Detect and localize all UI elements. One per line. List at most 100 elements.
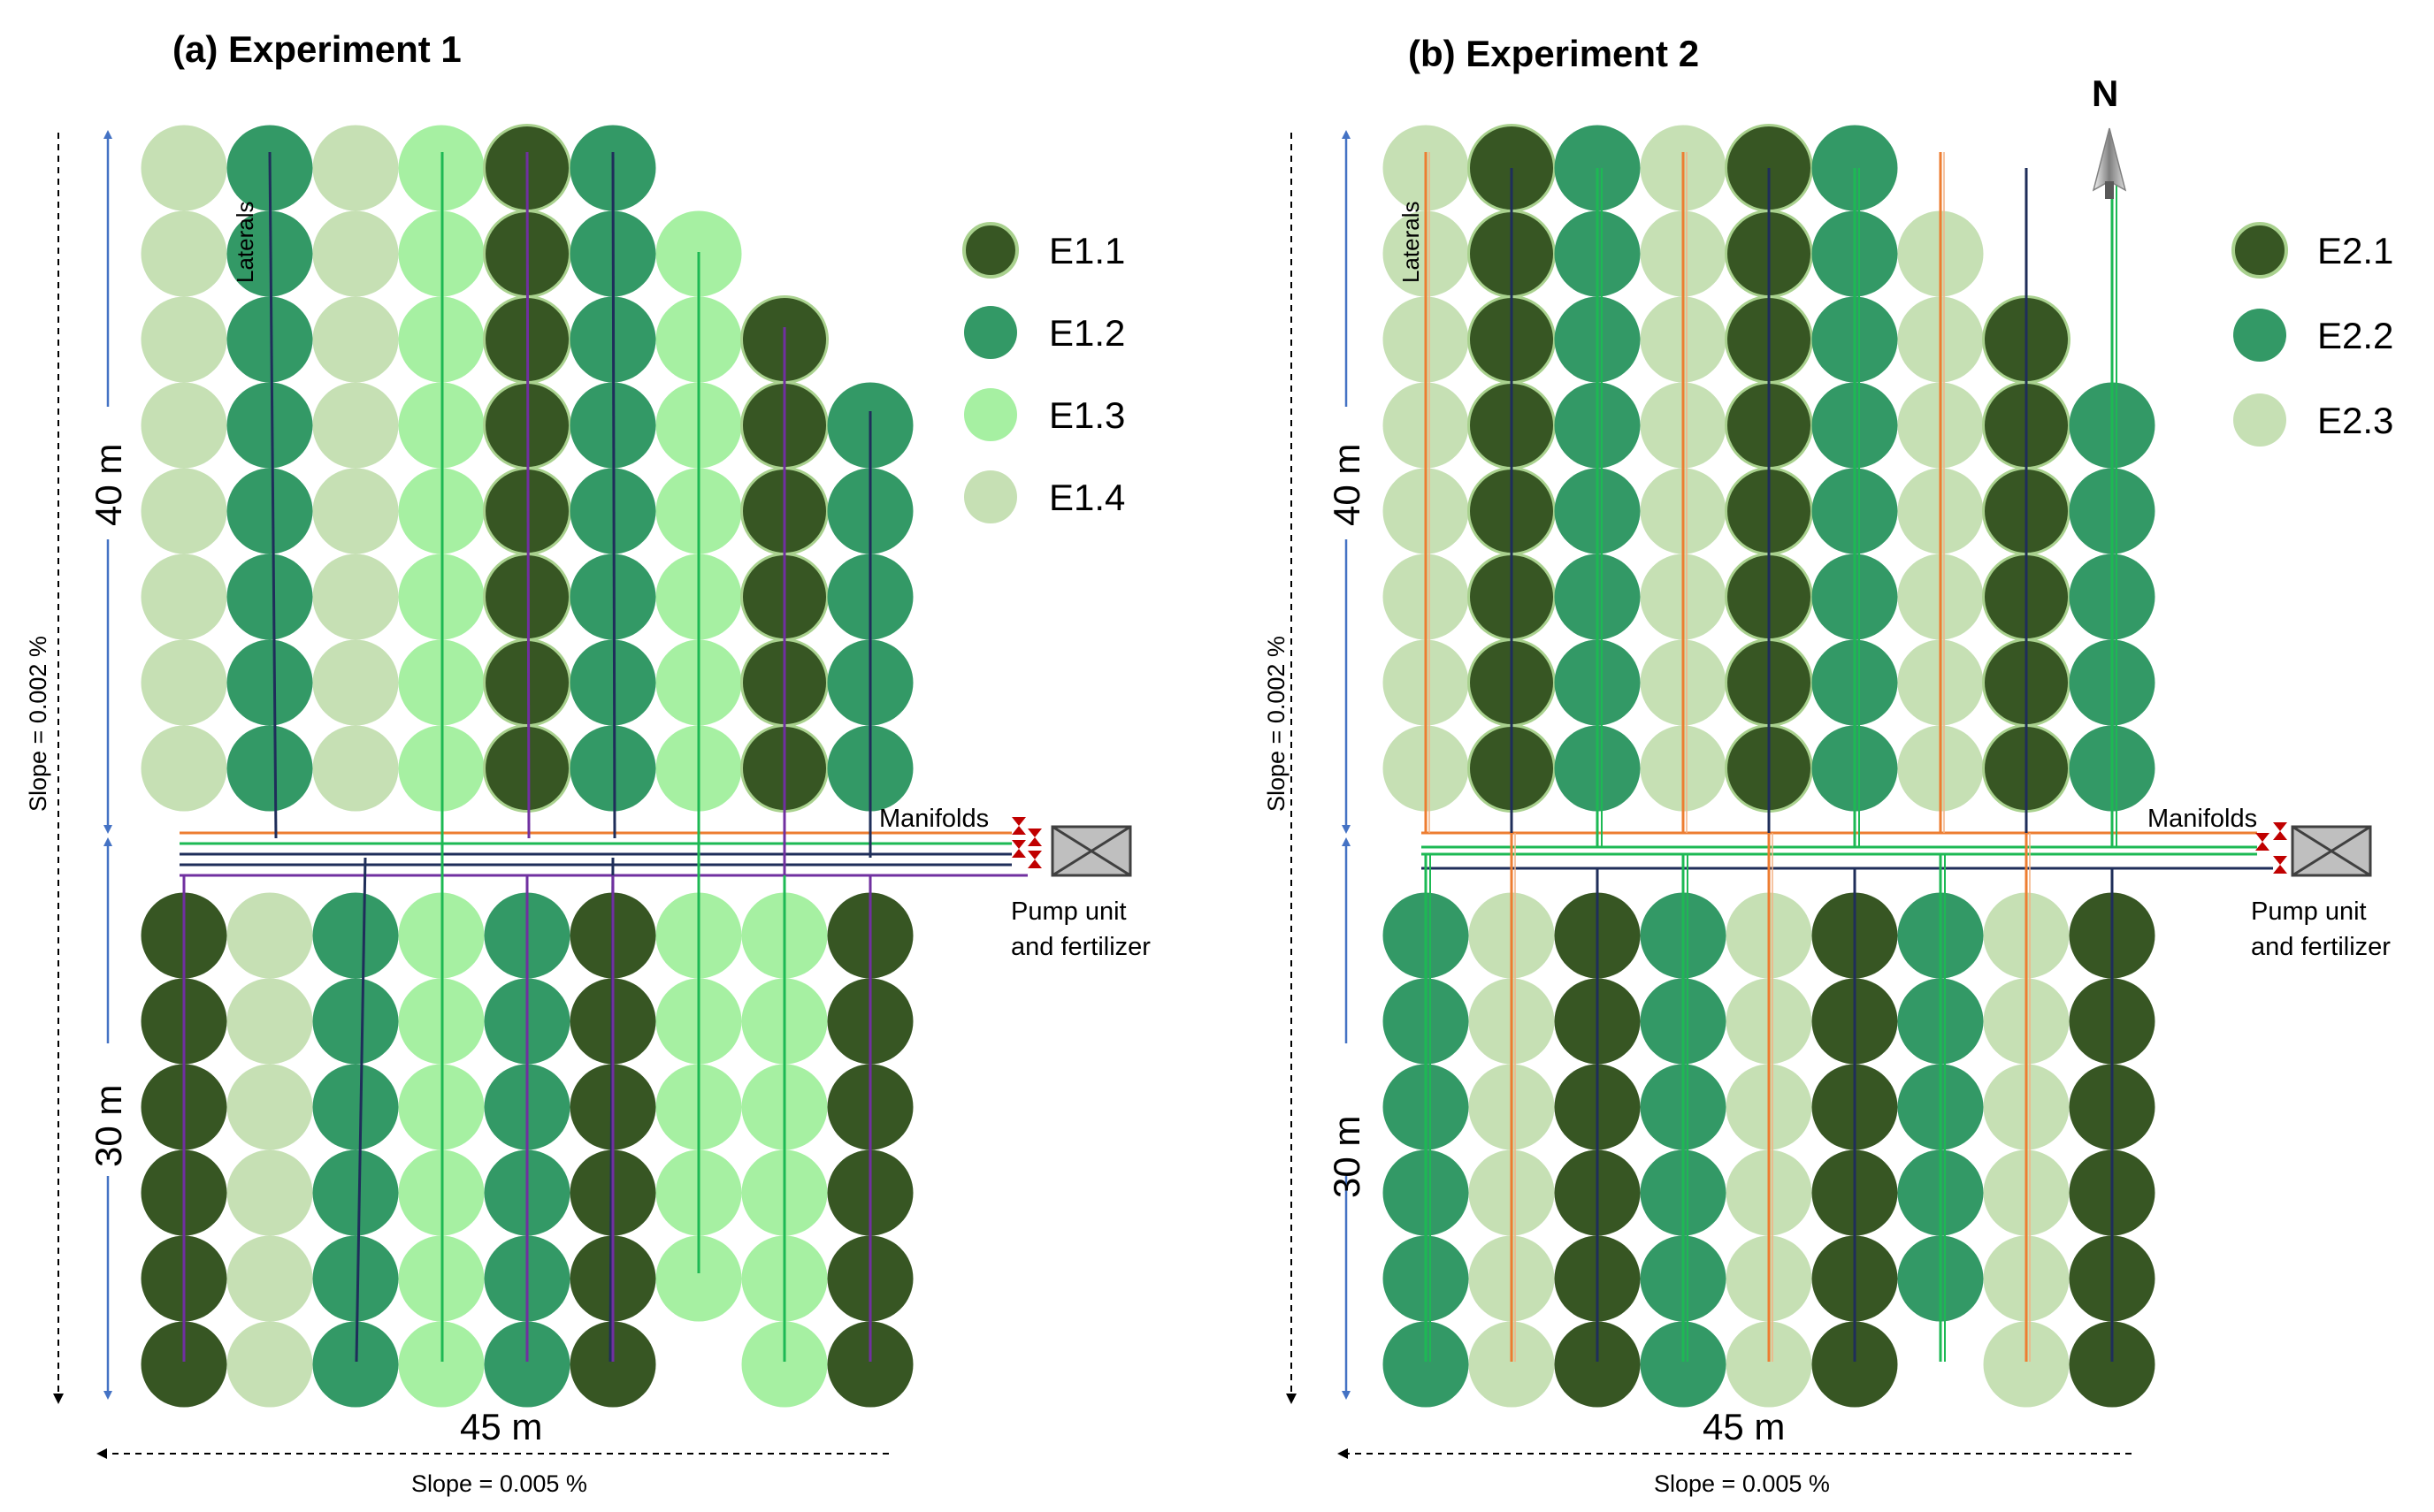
plant-circle — [141, 296, 227, 383]
pipe-line — [525, 151, 531, 839]
manifolds-label: Manifolds — [2147, 805, 2257, 833]
pump-unit-icon — [1051, 825, 1132, 877]
plant-circle — [827, 1321, 914, 1408]
pipe-line — [611, 151, 616, 839]
pump-label-line2: and fertilizer — [1011, 933, 1151, 961]
irrigation-pipes — [1421, 152, 2273, 1362]
plant-circle — [312, 554, 399, 640]
plant-circle — [141, 125, 227, 211]
plant-circle — [226, 892, 313, 979]
slope-label-vertical: Slope = 0.002 % — [25, 636, 51, 812]
pipe-line — [355, 857, 367, 1363]
plant-circle — [1554, 1321, 1641, 1408]
manifolds-label: Manifolds — [879, 805, 989, 833]
legend-label-e1-4: E1.4 — [1049, 477, 1125, 518]
plant-circle — [226, 1064, 313, 1150]
legend-label-e1-2: E1.2 — [1049, 312, 1125, 354]
plant-circle — [312, 639, 399, 726]
valves — [2255, 822, 2287, 874]
plant-circle — [741, 1321, 828, 1408]
dimension-label-north: 40 m — [1326, 444, 1367, 526]
valves — [1012, 817, 1042, 868]
legend-label-e2-1: E2.1 — [2317, 230, 2393, 271]
plant-circle — [226, 1235, 313, 1322]
slope-label-vertical: Slope = 0.002 % — [1263, 636, 1290, 812]
legend: E1.1 E1.2 E1.3 E1.4 — [962, 222, 1125, 523]
plant-circle — [141, 1321, 227, 1408]
plant-circle — [226, 554, 313, 640]
plant-grid — [141, 124, 914, 1408]
plant-circle — [226, 978, 313, 1065]
dimension-label-north: 40 m — [88, 444, 129, 526]
legend-swatch-e1-3 — [964, 388, 1017, 441]
slope-label-horizontal: Slope = 0.005 % — [1654, 1470, 1830, 1497]
legend-swatch-e1-2 — [964, 306, 1017, 359]
pipe-line — [268, 151, 278, 839]
dimension-label-width: 45 m — [460, 1406, 542, 1447]
plant-circle — [141, 210, 227, 297]
plant-circle — [312, 1235, 399, 1322]
plant-circle — [1983, 1321, 2070, 1408]
plant-circle — [312, 468, 399, 554]
plant-circle — [226, 725, 313, 812]
plant-circle — [1382, 1321, 1469, 1408]
legend-swatch-e1-1 — [962, 222, 1019, 279]
pump-label-line1: Pump unit — [1011, 897, 1127, 926]
plant-circle — [312, 1149, 399, 1236]
plant-circle — [1468, 1321, 1555, 1408]
legend-label-e2-2: E2.2 — [2317, 315, 2393, 356]
plant-circle — [483, 724, 571, 813]
plant-circle — [655, 1235, 742, 1322]
dimension-label-width: 45 m — [1703, 1406, 1785, 1447]
plant-circle — [1640, 1321, 1726, 1408]
legend-swatch-e2-2 — [2233, 309, 2286, 362]
plant-circle — [141, 639, 227, 726]
dimension-label-south: 30 m — [1326, 1116, 1367, 1198]
plant-circle — [570, 1321, 656, 1408]
legend-label-e2-3: E2.3 — [2317, 400, 2393, 441]
laterals-label: Laterals — [1397, 202, 1424, 284]
experiment-2-panel: (b) Experiment 2 Laterals N E2.1 E2.2 E2… — [1263, 33, 2393, 1497]
plant-circle — [312, 1321, 399, 1408]
plant-circle — [2069, 1321, 2155, 1408]
plant-circle — [312, 382, 399, 469]
slope-label-horizontal: Slope = 0.005 % — [411, 1470, 587, 1497]
plant-circle — [226, 1149, 313, 1236]
legend-swatch-e1-4 — [964, 470, 1017, 523]
north-label: N — [2092, 73, 2118, 114]
plant-circle — [570, 725, 656, 812]
legend-label-e1-3: E1.3 — [1049, 394, 1125, 436]
plant-circle — [226, 1321, 313, 1408]
pump-unit-icon — [2291, 825, 2372, 877]
plant-circle — [141, 468, 227, 554]
plant-circle — [1811, 1321, 1898, 1408]
pump-label-line1: Pump unit — [2251, 897, 2367, 926]
plant-circle — [312, 1064, 399, 1150]
legend-swatch-e2-3 — [2233, 393, 2286, 447]
plant-circle — [312, 978, 399, 1065]
plant-circle — [226, 296, 313, 383]
plant-circle — [312, 125, 399, 211]
north-arrow-icon — [2092, 127, 2127, 199]
plant-circle — [312, 892, 399, 979]
legend-swatch-e2-1 — [2231, 222, 2288, 279]
plant-circle — [398, 1321, 485, 1408]
plant-circle — [226, 468, 313, 554]
plant-circle — [1726, 1321, 1812, 1408]
irrigation-pipes — [180, 151, 1028, 1363]
plant-circle — [141, 725, 227, 812]
dimension-label-south: 30 m — [88, 1085, 129, 1167]
pump-label-line2: and fertilizer — [2251, 933, 2391, 961]
legend-label-e1-1: E1.1 — [1049, 230, 1125, 271]
plant-circle — [312, 725, 399, 812]
plant-circle — [484, 1321, 570, 1408]
experiment-1-panel: (a) Experiment 1 Laterals E1.1 E1.2 E1.3… — [25, 28, 1151, 1497]
legend: E2.1 E2.2 E2.3 — [2231, 222, 2393, 447]
plant-circle — [570, 639, 656, 726]
laterals-label: Laterals — [232, 202, 258, 284]
plant-circle — [312, 210, 399, 297]
panel-title: (a) Experiment 1 — [172, 28, 462, 70]
plant-circle — [226, 639, 313, 726]
plant-circle — [141, 382, 227, 469]
